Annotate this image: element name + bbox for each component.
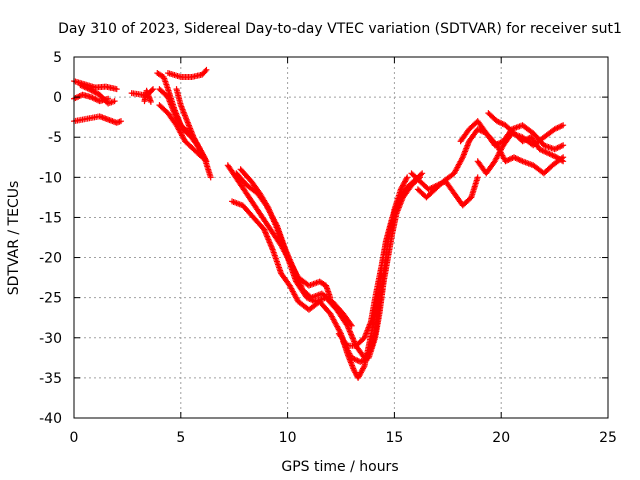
data-point [203, 158, 210, 165]
data-point [474, 174, 481, 181]
y-tick-label: -30 [39, 331, 62, 347]
data-point [196, 144, 203, 151]
data-point [360, 364, 367, 371]
y-tick-label: -5 [48, 130, 62, 146]
data-point [560, 158, 567, 165]
data-point [148, 87, 155, 94]
y-axis-label: SDTVAR / TECUs [6, 181, 22, 296]
series-track-4 [77, 82, 118, 107]
data-point [117, 118, 124, 125]
series-track-9 [156, 102, 206, 161]
data-point [560, 122, 567, 129]
x-tick-label: 5 [176, 430, 185, 446]
y-tick-label: -20 [39, 251, 62, 267]
series-track-10 [164, 66, 210, 81]
data-point [419, 170, 426, 177]
series-track-17 [335, 170, 426, 349]
x-tick-label: 20 [492, 430, 510, 446]
x-tick-label: 15 [385, 430, 403, 446]
data-point [207, 174, 214, 181]
y-tick-label: -10 [39, 170, 62, 186]
series-track-2 [71, 91, 112, 105]
data-point [560, 142, 567, 149]
data-point [343, 341, 350, 348]
chart-title: Day 310 of 2023, Sidereal Day-to-day VTE… [58, 21, 622, 37]
y-tick-label: 5 [53, 50, 62, 66]
series-track-18 [408, 170, 481, 209]
y-tick-label: -40 [39, 411, 62, 427]
data-point [202, 68, 209, 75]
data-point [417, 171, 424, 178]
data-point [199, 154, 206, 161]
data-point [147, 98, 154, 105]
data-point [403, 175, 410, 182]
y-tick-label: -35 [39, 371, 62, 387]
data-point [113, 86, 120, 93]
series-track-11 [173, 86, 204, 153]
data-point [197, 146, 204, 153]
axis-ticks: 0 5 10 15 20 25 5 0 -5 -10 -15 -20 -25 -30 -35 -40 [39, 50, 617, 446]
x-tick-label: 10 [279, 430, 297, 446]
plot-frame [73, 56, 609, 419]
data-points [71, 66, 567, 381]
x-tick-label: 25 [599, 430, 617, 446]
data-point [111, 98, 118, 105]
data-point [150, 86, 157, 93]
x-tick-label: 0 [70, 430, 79, 446]
data-point [197, 153, 204, 160]
y-tick-label: 0 [53, 90, 62, 106]
x-axis-label: GPS time / hours [281, 459, 398, 475]
data-point [404, 174, 411, 181]
series-track-22 [485, 110, 567, 165]
data-point [558, 157, 565, 164]
data-point [203, 66, 210, 73]
data-point [202, 156, 209, 163]
y-tick-label: -25 [39, 291, 62, 307]
y-tick-label: -15 [39, 210, 62, 226]
series-track-6 [141, 87, 154, 105]
